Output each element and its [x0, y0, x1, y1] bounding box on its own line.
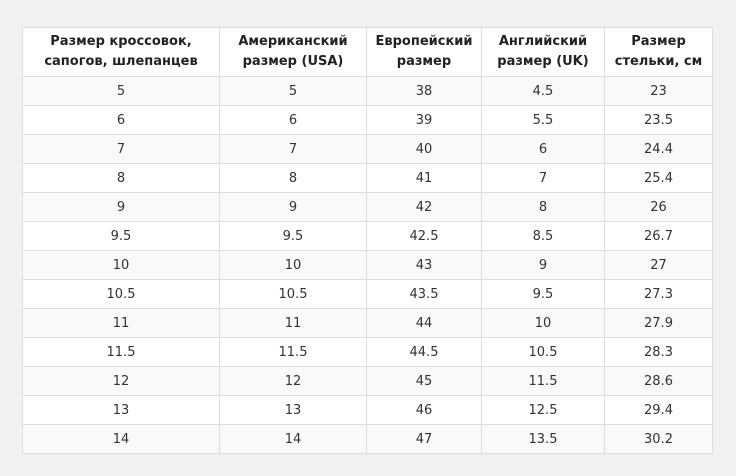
table-row: 11 11 44 10 27.9: [22, 308, 713, 338]
cell-eu-size: 41: [366, 163, 482, 193]
cell-insole-length: 23: [604, 76, 713, 106]
cell-uk-size: 11.5: [481, 366, 605, 396]
cell-us-size: 7: [219, 134, 367, 164]
cell-eu-size: 46: [366, 395, 482, 425]
cell-uk-size: 5.5: [481, 105, 605, 135]
table-row: 6 6 39 5.5 23.5: [22, 105, 713, 135]
cell-shoe-size: 11.5: [22, 337, 220, 367]
table-row: 11.5 11.5 44.5 10.5 28.3: [22, 337, 713, 367]
cell-shoe-size: 10: [22, 250, 220, 280]
cell-insole-length: 29.4: [604, 395, 713, 425]
cell-uk-size: 8: [481, 192, 605, 222]
cell-shoe-size: 7: [22, 134, 220, 164]
cell-shoe-size: 10.5: [22, 279, 220, 309]
cell-us-size: 11.5: [219, 337, 367, 367]
size-conversion-table: Размер кроссовок, сапогов, шлепанцев Аме…: [22, 27, 713, 454]
table-row: 5 5 38 4.5 23: [22, 76, 713, 106]
table-row: 10.5 10.5 43.5 9.5 27.3: [22, 279, 713, 309]
cell-uk-size: 10: [481, 308, 605, 338]
cell-eu-size: 40: [366, 134, 482, 164]
cell-shoe-size: 11: [22, 308, 220, 338]
cell-insole-length: 27.3: [604, 279, 713, 309]
cell-insole-length: 28.6: [604, 366, 713, 396]
cell-uk-size: 9: [481, 250, 605, 280]
header-eu-size: Европейский размер: [366, 27, 482, 77]
cell-eu-size: 39: [366, 105, 482, 135]
table-body: 5 5 38 4.5 23 6 6 39 5.5 23.5 7 7 40 6 24.4 8 8 41 7 25.4 9 9…: [22, 76, 713, 454]
cell-eu-size: 38: [366, 76, 482, 106]
cell-insole-length: 24.4: [604, 134, 713, 164]
cell-uk-size: 10.5: [481, 337, 605, 367]
cell-shoe-size: 5: [22, 76, 220, 106]
cell-us-size: 10: [219, 250, 367, 280]
cell-us-size: 5: [219, 76, 367, 106]
cell-us-size: 9: [219, 192, 367, 222]
cell-eu-size: 42: [366, 192, 482, 222]
cell-us-size: 12: [219, 366, 367, 396]
header-us-size: Американский размер (USA): [219, 27, 367, 77]
table-row: 12 12 45 11.5 28.6: [22, 366, 713, 396]
cell-insole-length: 23.5: [604, 105, 713, 135]
cell-shoe-size: 6: [22, 105, 220, 135]
cell-eu-size: 47: [366, 424, 482, 454]
cell-shoe-size: 9: [22, 192, 220, 222]
cell-insole-length: 28.3: [604, 337, 713, 367]
cell-uk-size: 8.5: [481, 221, 605, 251]
cell-shoe-size: 12: [22, 366, 220, 396]
cell-uk-size: 4.5: [481, 76, 605, 106]
cell-uk-size: 13.5: [481, 424, 605, 454]
cell-us-size: 11: [219, 308, 367, 338]
cell-eu-size: 44.5: [366, 337, 482, 367]
cell-uk-size: 9.5: [481, 279, 605, 309]
cell-us-size: 8: [219, 163, 367, 193]
cell-us-size: 9.5: [219, 221, 367, 251]
header-uk-size: Английский размер (UK): [481, 27, 605, 77]
cell-us-size: 10.5: [219, 279, 367, 309]
table-row: 7 7 40 6 24.4: [22, 134, 713, 164]
cell-eu-size: 43.5: [366, 279, 482, 309]
cell-eu-size: 45: [366, 366, 482, 396]
table-row: 9 9 42 8 26: [22, 192, 713, 222]
header-row: Размер кроссовок, сапогов, шлепанцев Аме…: [22, 27, 713, 77]
cell-insole-length: 27: [604, 250, 713, 280]
cell-eu-size: 44: [366, 308, 482, 338]
table-header: Размер кроссовок, сапогов, шлепанцев Аме…: [22, 27, 713, 77]
header-shoe-size: Размер кроссовок, сапогов, шлепанцев: [22, 27, 220, 77]
table-row: 14 14 47 13.5 30.2: [22, 424, 713, 454]
cell-insole-length: 25.4: [604, 163, 713, 193]
table-row: 10 10 43 9 27: [22, 250, 713, 280]
table-row: 9.5 9.5 42.5 8.5 26.7: [22, 221, 713, 251]
cell-shoe-size: 8: [22, 163, 220, 193]
table-row: 8 8 41 7 25.4: [22, 163, 713, 193]
cell-insole-length: 30.2: [604, 424, 713, 454]
cell-insole-length: 26: [604, 192, 713, 222]
cell-shoe-size: 9.5: [22, 221, 220, 251]
cell-shoe-size: 14: [22, 424, 220, 454]
cell-us-size: 14: [219, 424, 367, 454]
cell-us-size: 13: [219, 395, 367, 425]
header-insole-length: Размер стельки, см: [604, 27, 713, 77]
cell-uk-size: 7: [481, 163, 605, 193]
table-row: 13 13 46 12.5 29.4: [22, 395, 713, 425]
cell-eu-size: 42.5: [366, 221, 482, 251]
cell-uk-size: 12.5: [481, 395, 605, 425]
cell-insole-length: 26.7: [604, 221, 713, 251]
cell-us-size: 6: [219, 105, 367, 135]
cell-uk-size: 6: [481, 134, 605, 164]
cell-shoe-size: 13: [22, 395, 220, 425]
cell-insole-length: 27.9: [604, 308, 713, 338]
cell-eu-size: 43: [366, 250, 482, 280]
